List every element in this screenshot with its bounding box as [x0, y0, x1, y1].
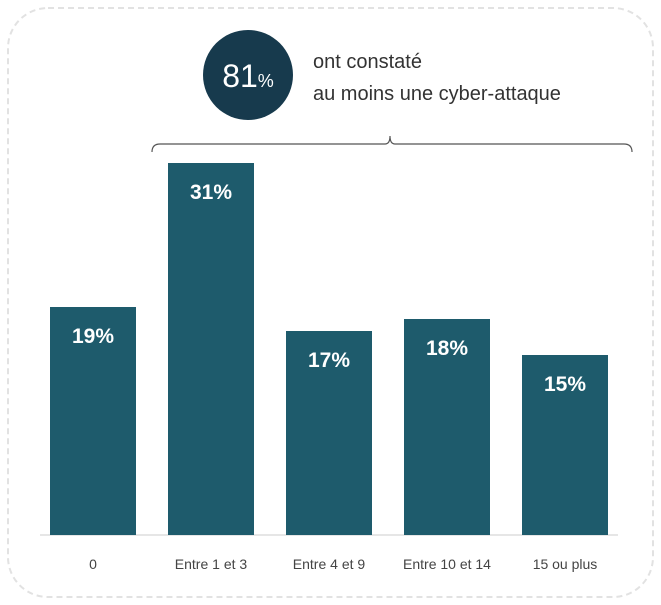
callout-text: ont constaté [313, 51, 422, 73]
value-label: 18% [426, 337, 468, 360]
bar [404, 319, 490, 535]
x-tick-label: Entre 10 et 14 [403, 556, 491, 572]
bar [168, 163, 254, 535]
value-label: 31% [190, 181, 232, 204]
bar [522, 355, 608, 535]
bar [286, 331, 372, 535]
value-label: 15% [544, 373, 586, 396]
callout-value: 81% [222, 58, 274, 94]
brace [151, 135, 633, 153]
value-label: 19% [72, 325, 114, 348]
bar [50, 307, 136, 535]
callout-number: 81 [222, 58, 258, 94]
value-label: 17% [308, 349, 350, 372]
x-tick-label: Entre 1 et 3 [174, 556, 248, 572]
callout-unit: % [258, 71, 274, 91]
callout-text: au moins une cyber-attaque [313, 83, 561, 105]
x-tick-label: 0 [89, 556, 97, 572]
x-tick-label: 15 ou plus [532, 556, 598, 572]
callout-circle [203, 30, 293, 120]
x-tick-label: Entre 4 et 9 [292, 556, 366, 572]
frame [7, 7, 654, 598]
